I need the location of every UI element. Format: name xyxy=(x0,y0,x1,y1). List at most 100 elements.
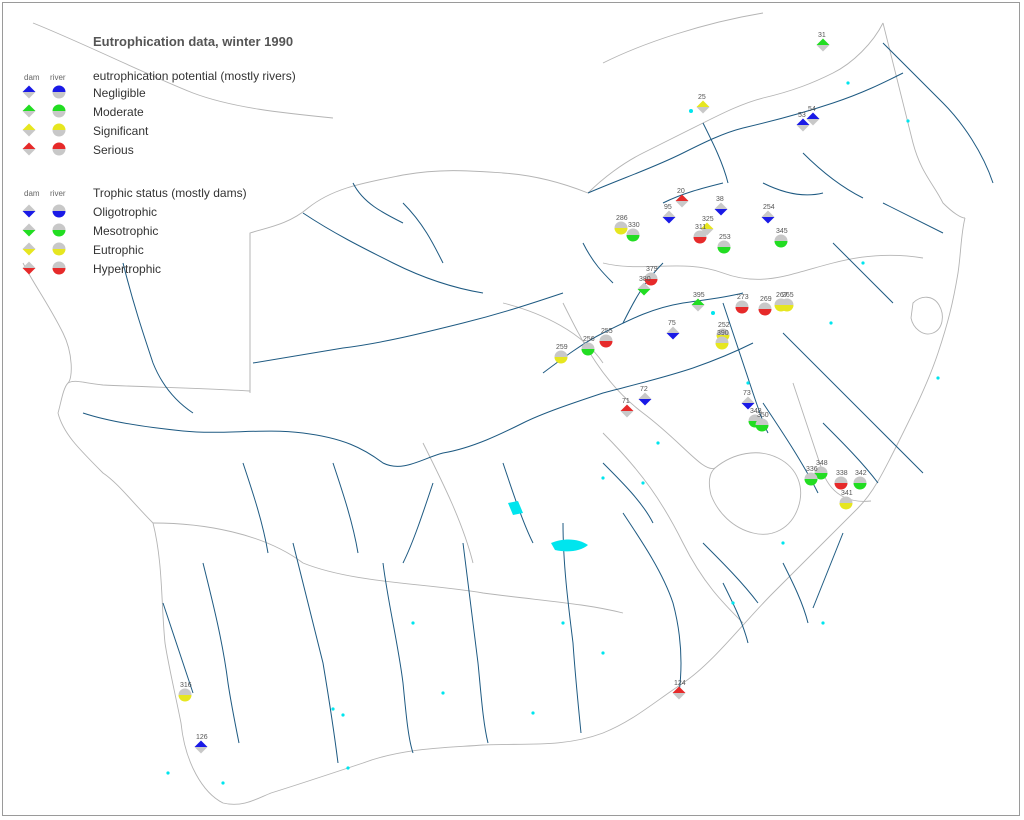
site-river[interactable]: 256 xyxy=(581,336,595,356)
site-dam[interactable]: 25 xyxy=(696,94,710,114)
site-river[interactable]: 311 xyxy=(693,224,707,244)
site-label: 255 xyxy=(601,328,613,335)
site-river[interactable]: 265 xyxy=(780,292,794,312)
site-label: 267 xyxy=(776,292,788,299)
site-river[interactable]: 342 xyxy=(853,470,867,490)
site-label: 265 xyxy=(782,292,794,299)
legend-oligotrophic: Oligotrophic xyxy=(93,205,158,219)
legend-trophic-heading: Trophic status (mostly dams) xyxy=(93,186,247,200)
site-label: 390 xyxy=(717,330,729,337)
legend-river-moderate[interactable] xyxy=(52,104,66,118)
site-label: 395 xyxy=(693,292,705,299)
legend-potential-symbols xyxy=(22,85,66,156)
site-dam[interactable]: 72 xyxy=(638,386,652,406)
legend-dam-eutrophic[interactable] xyxy=(22,242,36,256)
map-title: Eutrophication data, winter 1990 xyxy=(93,34,294,49)
legend-negligible: Negligible xyxy=(93,86,146,100)
site-dam[interactable]: 31 xyxy=(816,32,830,52)
site-label: 54 xyxy=(808,106,816,113)
site-label: 380 xyxy=(639,276,651,283)
site-label: 71 xyxy=(622,398,630,405)
legend-dam-oligotrophic[interactable] xyxy=(22,204,36,218)
site-label: 342 xyxy=(855,470,867,477)
legend-col-river: river xyxy=(50,73,66,82)
legend-col-river-2: river xyxy=(50,189,66,198)
legend-mesotrophic: Mesotrophic xyxy=(93,224,159,238)
legend-dam-negligible[interactable] xyxy=(22,85,36,99)
site-river[interactable]: 350 xyxy=(755,412,769,432)
legend-dam-hypertrophic[interactable] xyxy=(22,261,36,275)
site-label: 379 xyxy=(646,266,658,273)
site-label: 38 xyxy=(716,196,724,203)
country-borders xyxy=(22,12,966,805)
legend-col-dam-2: dam xyxy=(24,189,40,198)
water-bodies xyxy=(166,81,940,785)
legend-dam-mesotrophic[interactable] xyxy=(22,223,36,237)
legend-dam-serious[interactable] xyxy=(22,142,36,156)
legend-dam-moderate[interactable] xyxy=(22,104,36,118)
legend-moderate: Moderate xyxy=(93,105,144,119)
legend-river-hypertrophic[interactable] xyxy=(52,261,66,275)
site-river[interactable]: 286 xyxy=(614,215,628,235)
site-label: 330 xyxy=(628,222,640,229)
site-river[interactable]: 338 xyxy=(834,470,848,490)
site-label: 273 xyxy=(737,294,749,301)
site-dam[interactable]: 73 xyxy=(741,390,755,410)
site-river[interactable]: 336 xyxy=(804,466,818,486)
site-dam[interactable]: 126 xyxy=(194,734,208,754)
legend-col-dam: dam xyxy=(24,73,40,82)
site-river[interactable]: 348 xyxy=(814,460,828,480)
legend-river-serious[interactable] xyxy=(52,142,66,156)
site-river[interactable]: 345 xyxy=(774,228,788,248)
site-dam[interactable]: 71 xyxy=(620,398,634,418)
legend-river-negligible[interactable] xyxy=(52,85,66,99)
site-label: 95 xyxy=(664,204,672,211)
site-river[interactable]: 316 xyxy=(178,682,192,702)
legend-significant: Significant xyxy=(93,124,149,138)
site-label: 124 xyxy=(674,680,686,687)
legend-river-eutrophic[interactable] xyxy=(52,242,66,256)
site-dam[interactable]: 380 xyxy=(637,276,651,296)
rivers xyxy=(82,42,994,764)
site-label: 75 xyxy=(668,320,676,327)
legend-dam-significant[interactable] xyxy=(22,123,36,137)
legend-river-oligotrophic[interactable] xyxy=(52,204,66,218)
site-dam[interactable]: 254 xyxy=(761,204,775,224)
site-dam[interactable]: 95 xyxy=(662,204,676,224)
site-dam[interactable]: 54 xyxy=(806,106,820,126)
site-label: 73 xyxy=(743,390,751,397)
site-river[interactable]: 259 xyxy=(554,344,568,364)
site-label: 254 xyxy=(763,204,775,211)
site-dam[interactable]: 395 xyxy=(691,292,705,312)
site-river[interactable]: 341 xyxy=(839,490,853,510)
site-dam[interactable]: 20 xyxy=(675,188,689,208)
legend-river-mesotrophic[interactable] xyxy=(52,223,66,237)
site-label: 338 xyxy=(836,470,848,477)
legend-hypertrophic: Hypertrophic xyxy=(93,262,162,276)
site-dam[interactable]: 75 xyxy=(666,320,680,340)
legend-trophic-symbols xyxy=(22,204,66,275)
site-river[interactable]: 330 xyxy=(626,222,640,242)
site-label: 259 xyxy=(556,344,568,351)
site-dam[interactable]: 38 xyxy=(714,196,728,216)
site-river[interactable]: 269 xyxy=(758,296,772,316)
site-label: 341 xyxy=(841,490,853,497)
site-dam[interactable]: 325 xyxy=(700,216,714,236)
site-label: 269 xyxy=(760,296,772,303)
site-river[interactable]: 273 xyxy=(735,294,749,314)
site-label: 252 xyxy=(718,322,730,329)
site-dam[interactable]: 53 xyxy=(796,112,810,132)
site-river[interactable]: 379 xyxy=(644,266,658,286)
site-river[interactable]: 253 xyxy=(717,234,731,254)
site-label: 348 xyxy=(816,460,828,467)
site-label: 345 xyxy=(776,228,788,235)
site-river[interactable]: 390 xyxy=(715,330,729,350)
legend-river-significant[interactable] xyxy=(52,123,66,137)
site-dam[interactable]: 124 xyxy=(672,680,686,700)
legend-serious: Serious xyxy=(93,143,134,157)
site-river[interactable]: 255 xyxy=(599,328,613,348)
site-label: 25 xyxy=(698,94,706,101)
site-label: 53 xyxy=(798,112,806,119)
